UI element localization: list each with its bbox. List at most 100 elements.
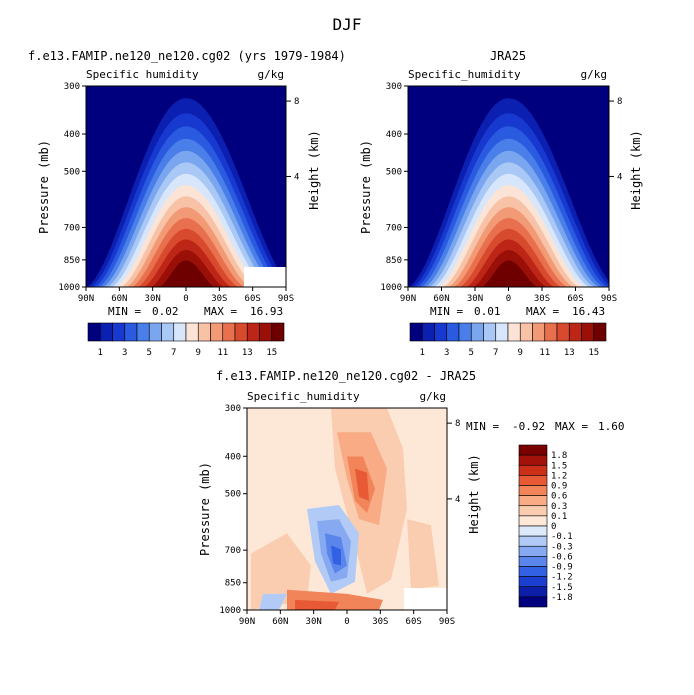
colorbar-swatch: [593, 322, 607, 342]
panel-model-min-label: MIN =: [108, 305, 141, 318]
y-tick-label: 500: [386, 167, 402, 177]
colorbar-swatch: [446, 322, 460, 342]
panel-model-left-label: Specific humidity: [86, 68, 199, 81]
colorbar-swatch: [518, 444, 548, 456]
panel-model-right-axis-label: Height (km): [307, 130, 321, 209]
colorbar-swatch: [568, 322, 582, 342]
x-tick-label: 60S: [567, 294, 583, 304]
colorbar-swatch: [544, 322, 558, 342]
panel-obs-right-label: g/kg: [581, 68, 608, 81]
colorbar-swatch: [518, 464, 548, 476]
colorbar-label: 0.6: [551, 492, 567, 502]
colorbar-swatch: [518, 485, 548, 496]
colorbar-label: -0.3: [551, 542, 573, 552]
colorbar-label: -1.8: [551, 593, 573, 603]
panel-obs-contours: [408, 98, 609, 287]
colorbar-swatch: [161, 322, 175, 342]
colorbar-swatch: [495, 322, 509, 342]
x-tick-label: 90N: [400, 294, 416, 304]
colorbar-swatch: [518, 586, 548, 598]
panel-obs-left-label: Specific_humidity: [408, 68, 521, 81]
colorbar-swatch: [234, 322, 248, 342]
colorbar-label: -0.9: [551, 563, 573, 573]
panel-model-ylabel: Pressure (mb): [37, 140, 51, 234]
colorbar-swatch: [483, 322, 497, 342]
colorbar-label: -1.2: [551, 573, 573, 583]
x-tick-label: 60N: [433, 294, 449, 304]
panel-model: f.e13.FAMIP.ne120_ne120.cg02 (yrs 1979-1…: [28, 49, 346, 358]
colorbar-label: 15: [588, 348, 599, 358]
x-tick-label: 30S: [211, 294, 227, 304]
colorbar-swatch: [518, 576, 548, 588]
colorbar-label: -1.5: [551, 583, 573, 593]
colorbar-swatch: [148, 322, 162, 342]
panel-obs-min-value: 0.01: [474, 305, 501, 318]
x-tick-label: 0: [344, 617, 349, 627]
y-tick-label: 1000: [380, 283, 402, 293]
panel-obs-max-label: MAX =: [526, 305, 559, 318]
colorbar-label: 5: [147, 348, 152, 358]
panel-obs: JRA25 Specific_humidity g/kg 90N 60N 30N 0 3…: [359, 49, 643, 358]
colorbar-swatch: [518, 596, 548, 608]
panel-model-max-value: 16.93: [250, 305, 283, 318]
colorbar-swatch: [210, 322, 224, 342]
colorbar-label: 11: [539, 348, 550, 358]
figure-title: DJF: [333, 15, 362, 34]
x-tick-label: 60N: [111, 294, 127, 304]
contour-level-15: [158, 260, 216, 287]
panel-diff-max-value: 1.60: [598, 420, 625, 433]
y-tick-label: 850: [386, 256, 402, 266]
colorbar-swatch: [518, 454, 548, 466]
panel-model-contours: [86, 98, 287, 287]
colorbar-swatch: [185, 322, 199, 342]
colorbar-swatch: [532, 322, 546, 342]
x-tick-label: 60N: [272, 617, 288, 627]
colorbar-label: -0.1: [551, 532, 573, 542]
panel-diff-min-label: MIN =: [466, 420, 499, 433]
height-tick-label: 4: [294, 172, 299, 182]
colorbar-label: 5: [469, 348, 474, 358]
y-tick-label: 400: [386, 130, 402, 140]
contour-level-15: [481, 260, 538, 287]
colorbar-swatch: [518, 525, 548, 537]
diff-contour-region: [259, 593, 287, 610]
y-tick-label: 700: [64, 223, 80, 233]
colorbar-swatch: [271, 322, 285, 342]
colorbar-label: 0.3: [551, 502, 567, 512]
y-tick-label: 700: [225, 546, 241, 556]
colorbar-label: 7: [171, 348, 176, 358]
colorbar-label: 13: [242, 348, 253, 358]
x-tick-label: 30N: [306, 617, 322, 627]
y-tick-label: 300: [64, 82, 80, 92]
colorbar-swatch: [259, 322, 273, 342]
colorbar-label: 9: [518, 348, 523, 358]
x-tick-label: 90N: [78, 294, 94, 304]
colorbar-swatch: [556, 322, 570, 342]
panel-diff-min-value: -0.92: [512, 420, 545, 433]
colorbar-swatch: [518, 515, 548, 527]
colorbar-swatch: [518, 556, 548, 567]
panel-model-missing-region: [244, 267, 286, 287]
panel-obs-title: JRA25: [490, 49, 526, 63]
x-tick-label: 90S: [601, 294, 617, 304]
panel-diff-missing-region: [404, 588, 447, 610]
diff-contour-region: [295, 599, 339, 610]
colorbar-label: 1: [98, 348, 103, 358]
y-tick-label: 1000: [58, 283, 80, 293]
colorbar-swatch: [518, 566, 548, 577]
colorbar-label: 13: [564, 348, 575, 358]
colorbar-label: 7: [493, 348, 498, 358]
x-tick-label: 0: [506, 294, 511, 304]
y-tick-label: 300: [225, 404, 241, 414]
colorbar-label: 0: [551, 522, 556, 532]
panel-diff: f.e13.FAMIP.ne120_ne120.cg02 - JRA25 Spe…: [198, 369, 625, 627]
panel-model-max-label: MAX =: [204, 305, 237, 318]
y-tick-label: 500: [225, 490, 241, 500]
colorbar-swatch: [136, 322, 150, 342]
y-tick-label: 400: [225, 452, 241, 462]
colorbar-label: -0.6: [551, 552, 573, 562]
colorbar-swatch: [518, 495, 548, 507]
colorbar-label: 15: [266, 348, 277, 358]
diff-contour-region: [407, 519, 439, 590]
